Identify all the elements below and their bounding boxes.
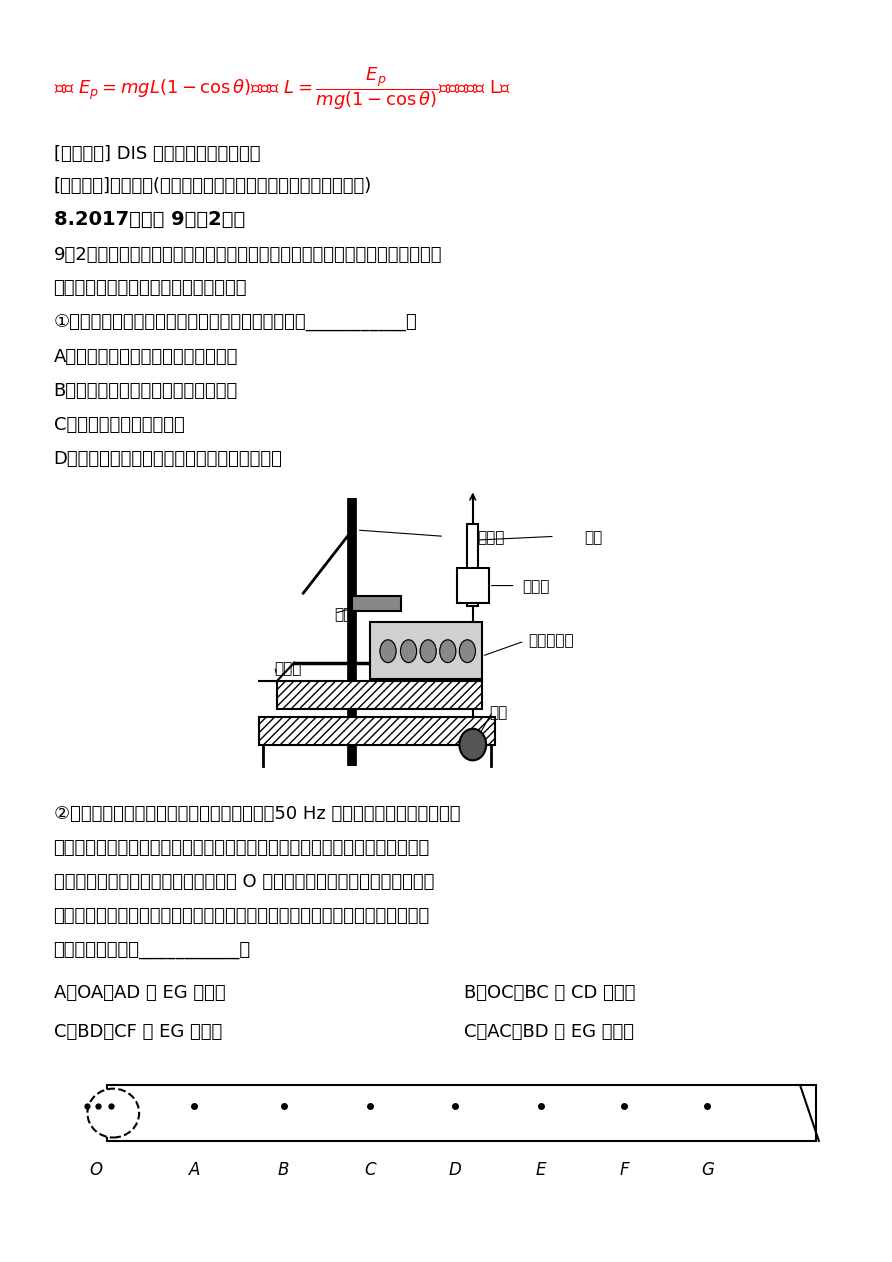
- Text: O: O: [90, 1161, 103, 1179]
- Text: D: D: [449, 1161, 461, 1179]
- Ellipse shape: [87, 1089, 139, 1137]
- Text: B: B: [278, 1161, 289, 1179]
- Text: 铁架台: 铁架台: [477, 530, 505, 545]
- Text: 得到了一条完整的纸带，由于纸带较长，图中有部分未画出，如图所示。纸带上: 得到了一条完整的纸带，由于纸带较长，图中有部分未画出，如图所示。纸带上: [54, 839, 430, 857]
- Bar: [277, 681, 482, 709]
- Circle shape: [380, 640, 396, 663]
- Text: 限位孔: 限位孔: [522, 579, 549, 594]
- Bar: [352, 596, 401, 611]
- Text: 8.2017年天津 9．（2）题: 8.2017年天津 9．（2）题: [54, 209, 244, 230]
- Text: 铁夹: 铁夹: [334, 607, 352, 622]
- Text: E: E: [535, 1161, 546, 1179]
- Text: 根据 $E_p = mgL(1-\cos\theta)$，解得 $L = \dfrac{E_p}{mg(1-\cos\theta)}$，求得摆长 L。: 根据 $E_p = mgL(1-\cos\theta)$，解得 $L = \df…: [54, 66, 510, 111]
- Text: 打点计时器: 打点计时器: [528, 634, 574, 649]
- Bar: [259, 717, 495, 745]
- Text: C．AC、BD 和 EG 的长度: C．AC、BD 和 EG 的长度: [464, 1023, 634, 1041]
- Text: A．重物选用质量和密度较大的金属锤: A．重物选用质量和密度较大的金属锤: [54, 348, 238, 366]
- Text: 纸带: 纸带: [584, 530, 602, 545]
- Text: [考察知识] DIS 研究机械能守恒定律，: [考察知识] DIS 研究机械能守恒定律，: [54, 145, 260, 163]
- Text: B．两限位孔在同一竖直面内上下对正: B．两限位孔在同一竖直面内上下对正: [54, 382, 238, 400]
- Text: 下落，利用此装置验证机械能守恒定律。: 下落，利用此装置验证机械能守恒定律。: [54, 279, 247, 297]
- Ellipse shape: [459, 729, 486, 760]
- Text: A: A: [189, 1161, 200, 1179]
- Text: 守恒定律的选项有___________。: 守恒定律的选项有___________。: [54, 941, 251, 959]
- Text: C．精确测量出重物的质量: C．精确测量出重物的质量: [54, 416, 185, 434]
- Text: [核心素养]科学探究(机械能守恒定律实验的基本原理十数据读取): [核心素养]科学探究(机械能守恒定律实验的基本原理十数据读取): [54, 177, 372, 194]
- Text: B．OC、BC 和 CD 的长度: B．OC、BC 和 CD 的长度: [464, 984, 635, 1002]
- Text: 重物: 重物: [489, 705, 507, 721]
- Text: C: C: [364, 1161, 376, 1179]
- Bar: [457, 568, 489, 603]
- Text: 9（2）如图所示，打点计时器固定在铁架台上，使重物带动纸带从静止开始自由: 9（2）如图所示，打点计时器固定在铁架台上，使重物带动纸带从静止开始自由: [54, 246, 442, 264]
- Text: ①对于该实验，下列操作中对减小实验误差有利的是___________。: ①对于该实验，下列操作中对减小实验误差有利的是___________。: [54, 313, 417, 331]
- Circle shape: [420, 640, 436, 663]
- Text: D．用手托稳重物，接通电源后，撒手释放重物: D．用手托稳重物，接通电源后，撒手释放重物: [54, 451, 283, 468]
- Circle shape: [401, 640, 417, 663]
- Text: F: F: [620, 1161, 629, 1179]
- Text: 落高度应从纸带上计时点间的距离直接测出，利用下列测量值能完成验证机械能: 落高度应从纸带上计时点间的距离直接测出，利用下列测量值能完成验证机械能: [54, 907, 430, 925]
- Text: G: G: [701, 1161, 714, 1179]
- Text: 各点是打点计时器打出的计时点，其中 O 点为纸带上打出的第一个点。重物下: 各点是打点计时器打出的计时点，其中 O 点为纸带上打出的第一个点。重物下: [54, 873, 434, 891]
- Text: C．BD、CF 和 EG 的长度: C．BD、CF 和 EG 的长度: [54, 1023, 222, 1041]
- Text: 接电源: 接电源: [275, 661, 302, 676]
- Text: ②某实验小组利用上述装置将打点计时器接到50 Hz 的交流电源上，按正确操作: ②某实验小组利用上述装置将打点计时器接到50 Hz 的交流电源上，按正确操作: [54, 805, 460, 823]
- Bar: [370, 622, 482, 679]
- Bar: [467, 524, 478, 606]
- Circle shape: [440, 640, 456, 663]
- Circle shape: [459, 640, 475, 663]
- Bar: [107, 1085, 816, 1141]
- Text: A．OA、AD 和 EG 的长度: A．OA、AD 和 EG 的长度: [54, 984, 225, 1002]
